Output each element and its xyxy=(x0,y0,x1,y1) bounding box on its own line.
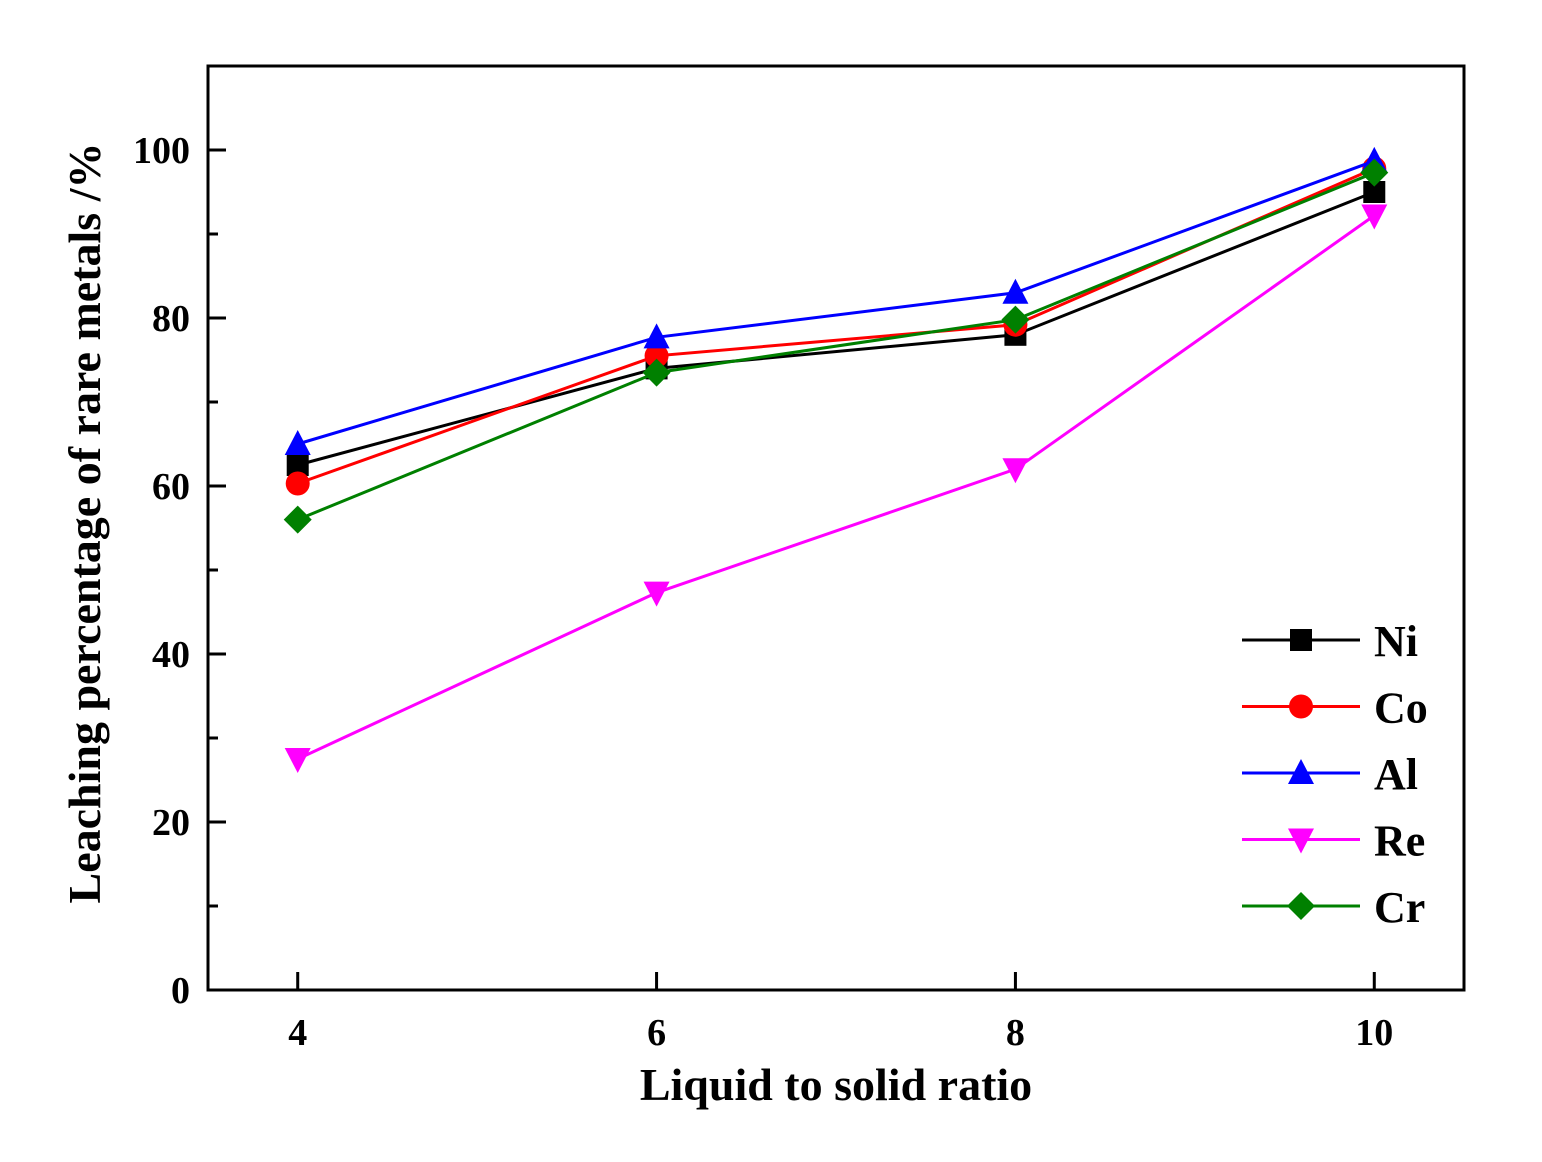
series-line-re xyxy=(297,214,1376,761)
data-point-ni xyxy=(286,454,309,476)
legend-label-re: Re xyxy=(1374,817,1425,866)
data-point-al xyxy=(1002,278,1029,304)
y-tick-label: 0 xyxy=(171,970,190,1012)
legend-item-cr: Cr xyxy=(1242,883,1425,932)
plot-frame xyxy=(206,64,1466,992)
data-point-re xyxy=(643,581,670,607)
series-layer xyxy=(283,146,1389,773)
legend-label-cr: Cr xyxy=(1374,883,1425,932)
data-point-cr xyxy=(283,505,312,534)
y-tick-label: 60 xyxy=(152,466,190,508)
data-point-cr xyxy=(642,358,671,387)
series-line-co xyxy=(297,167,1375,485)
legend-item-ni: Ni xyxy=(1242,617,1418,666)
data-point-co xyxy=(285,471,310,496)
legend-marker-cr xyxy=(1287,892,1315,920)
series-re xyxy=(284,204,1388,773)
x-axis-title: Liquid to solid ratio xyxy=(640,1059,1032,1110)
data-point-ni xyxy=(1363,181,1386,203)
y-tick-label: 80 xyxy=(152,298,190,340)
series-line-al xyxy=(297,159,1375,446)
y-axis: 0 20 40 60 80 100 xyxy=(133,130,226,1012)
x-tick-label: 10 xyxy=(1355,1012,1393,1054)
legend-item-co: Co xyxy=(1242,684,1428,733)
series-cr xyxy=(283,158,1389,534)
legend-marker-re xyxy=(1288,828,1314,854)
data-point-re xyxy=(1002,458,1029,484)
legend-marker-al xyxy=(1288,759,1314,784)
data-point-cr xyxy=(1001,305,1030,334)
x-tick-label: 4 xyxy=(288,1012,307,1054)
series-al xyxy=(284,146,1388,455)
y-tick-label: 40 xyxy=(152,634,190,676)
series-line-cr xyxy=(297,171,1375,521)
data-point-al xyxy=(643,323,670,349)
y-axis-title: Leaching percentage of rare metals /% xyxy=(59,143,110,904)
y-tick-label: 100 xyxy=(133,130,190,172)
y-tick-label: 20 xyxy=(152,802,190,844)
series-co xyxy=(285,156,1387,496)
series-ni xyxy=(286,181,1386,476)
x-tick-label: 6 xyxy=(647,1012,666,1054)
legend-item-al: Al xyxy=(1242,750,1418,799)
data-point-al xyxy=(284,430,311,455)
legend-label-al: Al xyxy=(1374,750,1418,799)
legend-marker-ni xyxy=(1290,629,1312,651)
data-point-cr xyxy=(1360,158,1389,187)
legend-marker-co xyxy=(1289,694,1313,719)
legend: Ni Co Al Re Cr xyxy=(1242,617,1428,932)
x-axis: 4 6 8 10 xyxy=(288,972,1393,1054)
data-point-re xyxy=(284,748,311,773)
legend-label-ni: Ni xyxy=(1374,617,1418,666)
legend-item-re: Re xyxy=(1242,817,1425,866)
legend-label-co: Co xyxy=(1374,684,1428,733)
data-point-re xyxy=(1361,204,1388,230)
data-point-co xyxy=(644,343,669,368)
series-line-ni xyxy=(297,190,1375,467)
x-tick-label: 8 xyxy=(1006,1012,1025,1054)
